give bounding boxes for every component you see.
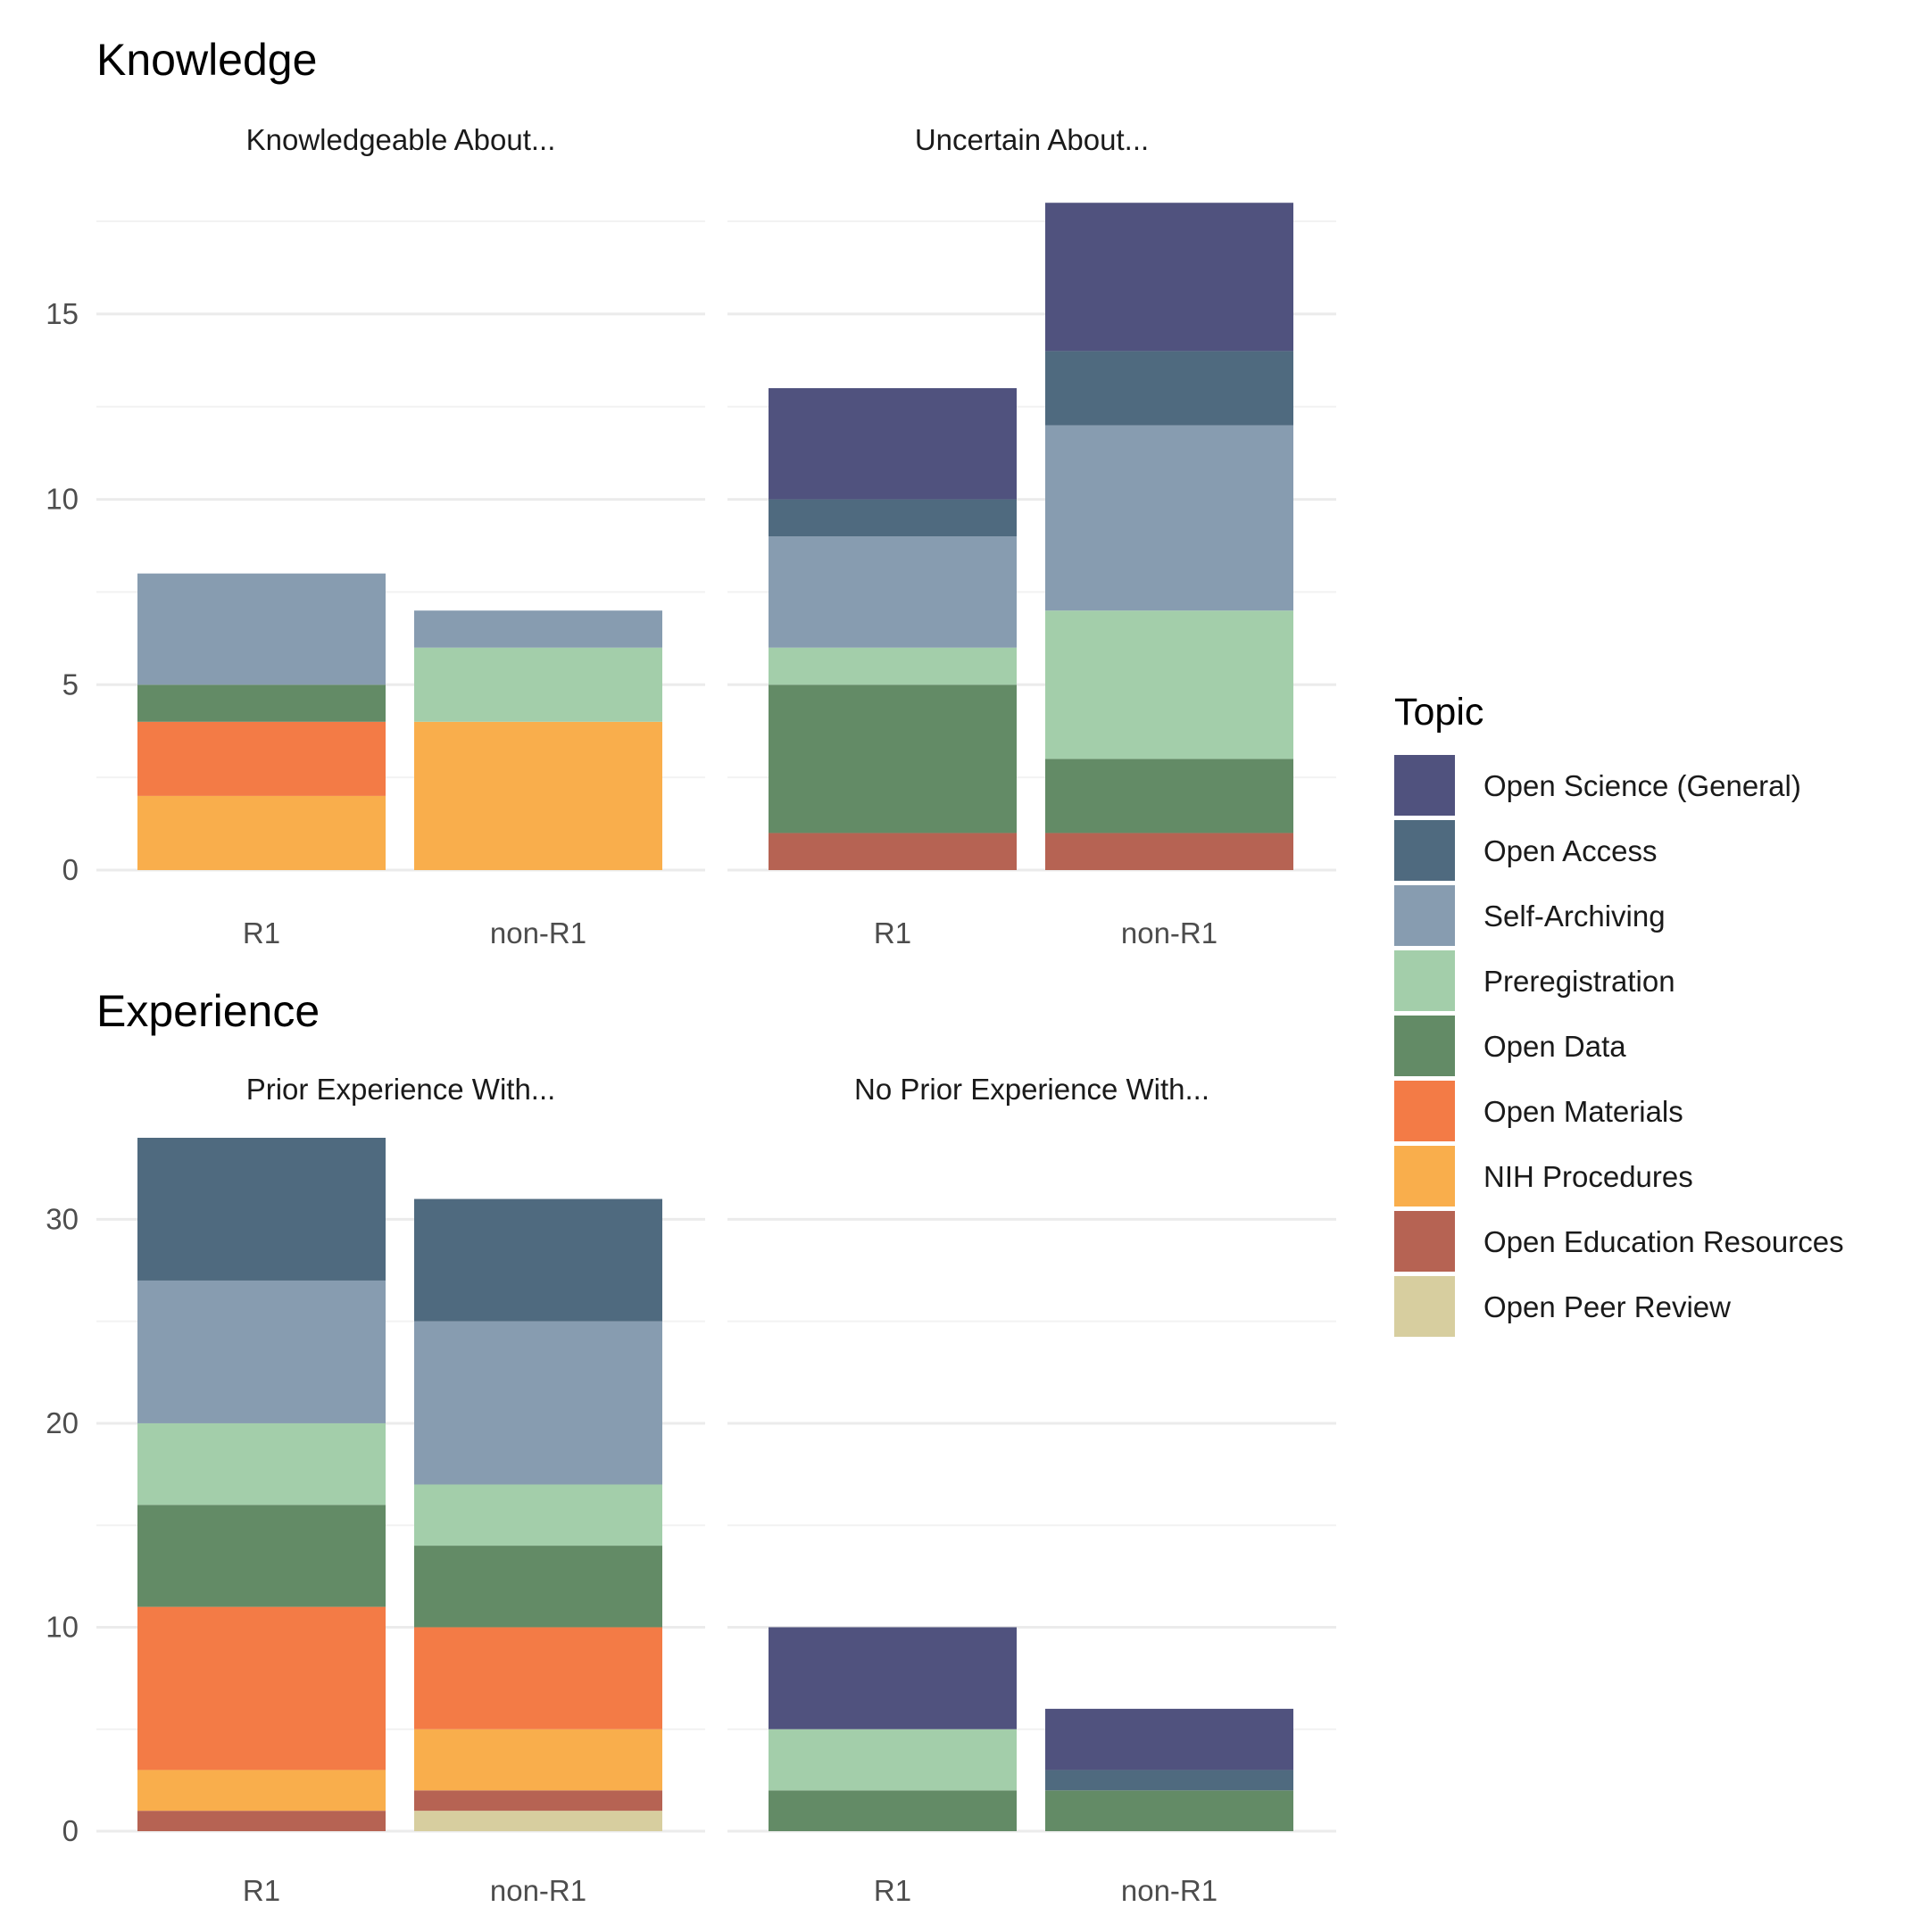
- legend-label: Self-Archiving: [1483, 900, 1666, 933]
- x-tick-label: R1: [874, 916, 911, 949]
- legend-label: Open Access: [1483, 834, 1657, 867]
- bar-segment-open-science-general: [769, 1627, 1017, 1729]
- bar-segment-self-archiving: [137, 1280, 386, 1423]
- legend-swatch: [1394, 1146, 1455, 1206]
- panel-no-prior-experience-with: No Prior Experience With... R1 non-R1: [727, 1073, 1336, 1907]
- bar-segment-preregistration: [769, 647, 1017, 685]
- bar-segment-open-access: [1045, 1770, 1293, 1791]
- legend-label: Open Data: [1483, 1030, 1626, 1063]
- panel-title: Knowledgeable About...: [246, 123, 556, 156]
- legend-label: Open Peer Review: [1483, 1290, 1731, 1323]
- bar-segment-open-science-general: [769, 387, 1017, 500]
- legend-swatch: [1394, 950, 1455, 1011]
- bar-segment-self-archiving: [414, 610, 662, 648]
- legend-item-open-data: Open Data: [1394, 1016, 1626, 1076]
- legend-title: Topic: [1394, 691, 1483, 734]
- bar-segment-preregistration: [414, 1484, 662, 1546]
- bar-segment-open-education-resources: [137, 1811, 386, 1831]
- legend-swatch: [1394, 1081, 1455, 1141]
- bar-segment-open-data: [414, 1546, 662, 1628]
- bar-segment-open-education-resources: [1045, 833, 1293, 870]
- bar-segment-preregistration: [414, 647, 662, 722]
- legend: Open Science (General) Open Access Self-Ar…: [1394, 755, 1844, 1337]
- bar-segment-open-materials: [414, 1627, 662, 1729]
- bar-segment-open-data: [137, 1505, 386, 1607]
- bar-segment-open-data: [769, 1790, 1017, 1831]
- bar-segment-nih-procedures: [137, 795, 386, 870]
- bar-segment-open-education-resources: [414, 1790, 662, 1812]
- bar-segment-open-science-general: [1045, 203, 1293, 352]
- legend-item-nih-procedures: NIH Procedures: [1394, 1146, 1693, 1206]
- bar-segment-open-science-general: [1045, 1708, 1293, 1770]
- y-tick-label: 15: [46, 297, 79, 330]
- legend-swatch: [1394, 1276, 1455, 1337]
- bar-segment-open-access: [769, 499, 1017, 537]
- x-tick-label: non-R1: [1121, 1874, 1217, 1907]
- bar-segment-nih-procedures: [414, 721, 662, 870]
- x-tick-label: non-R1: [490, 916, 586, 949]
- y-tick-label: 30: [46, 1202, 79, 1235]
- bar-segment-self-archiving: [1045, 425, 1293, 611]
- panel-title: Prior Experience With...: [246, 1073, 556, 1106]
- bar-segment-preregistration: [769, 1729, 1017, 1791]
- legend-swatch: [1394, 885, 1455, 946]
- x-tick-label: R1: [243, 1874, 280, 1907]
- legend-swatch: [1394, 820, 1455, 881]
- bar-segment-open-data: [137, 684, 386, 722]
- legend-label: Open Education Resources: [1483, 1225, 1844, 1258]
- legend-swatch: [1394, 755, 1455, 816]
- panel-uncertain-about: Uncertain About... R1 non-R1: [727, 123, 1336, 949]
- panel-knowledgeable-about: Knowledgeable About... R1 non-R1: [96, 123, 705, 949]
- legend-swatch: [1394, 1211, 1455, 1272]
- y-tick-label: 0: [62, 1814, 79, 1847]
- x-tick-label: non-R1: [490, 1874, 586, 1907]
- panel-prior-experience-with: Prior Experience With... R1 non-R1: [96, 1073, 705, 1907]
- legend-item-open-peer-review: Open Peer Review: [1394, 1276, 1731, 1337]
- bar-segment-open-data: [1045, 1790, 1293, 1831]
- bar-segment-self-archiving: [137, 573, 386, 685]
- bar-segment-self-archiving: [769, 536, 1017, 648]
- legend-item-open-access: Open Access: [1394, 820, 1657, 881]
- bar-segment-open-access: [414, 1198, 662, 1322]
- y-tick-label: 5: [62, 667, 79, 701]
- y-tick-label: 10: [46, 483, 79, 516]
- legend-label: Open Materials: [1483, 1095, 1683, 1128]
- bar-segment-nih-procedures: [414, 1729, 662, 1791]
- legend-item-open-materials: Open Materials: [1394, 1081, 1683, 1141]
- bar-segment-nih-procedures: [137, 1770, 386, 1812]
- x-tick-label: R1: [243, 916, 280, 949]
- bar-segment-open-materials: [137, 1606, 386, 1770]
- bar-segment-open-education-resources: [769, 833, 1017, 870]
- bar-segment-open-materials: [137, 721, 386, 796]
- bar-segment-open-access: [1045, 351, 1293, 426]
- legend-swatch: [1394, 1016, 1455, 1076]
- bar-segment-preregistration: [137, 1422, 386, 1505]
- legend-item-open-education-resources: Open Education Resources: [1394, 1211, 1844, 1272]
- panel-title: Uncertain About...: [915, 123, 1149, 156]
- bar-segment-open-peer-review: [414, 1811, 662, 1831]
- panel-title: No Prior Experience With...: [854, 1073, 1209, 1106]
- bar-segment-preregistration: [1045, 610, 1293, 759]
- legend-item-preregistration: Preregistration: [1394, 950, 1675, 1011]
- legend-label: Preregistration: [1483, 965, 1675, 998]
- section-title-knowledge: Knowledge: [96, 35, 317, 85]
- bar-segment-open-data: [769, 684, 1017, 833]
- bar-segment-open-access: [137, 1138, 386, 1281]
- y-tick-label: 0: [62, 853, 79, 886]
- legend-item-self-archiving: Self-Archiving: [1394, 885, 1666, 946]
- y-tick-label: 10: [46, 1610, 79, 1643]
- bar-segment-open-data: [1045, 759, 1293, 833]
- x-tick-label: non-R1: [1121, 916, 1217, 949]
- legend-item-open-science-general: Open Science (General): [1394, 755, 1801, 816]
- legend-label: NIH Procedures: [1483, 1160, 1693, 1193]
- section-title-experience: Experience: [96, 986, 320, 1036]
- legend-label: Open Science (General): [1483, 769, 1801, 802]
- y-tick-label: 20: [46, 1406, 79, 1439]
- bar-segment-self-archiving: [414, 1321, 662, 1485]
- x-tick-label: R1: [874, 1874, 911, 1907]
